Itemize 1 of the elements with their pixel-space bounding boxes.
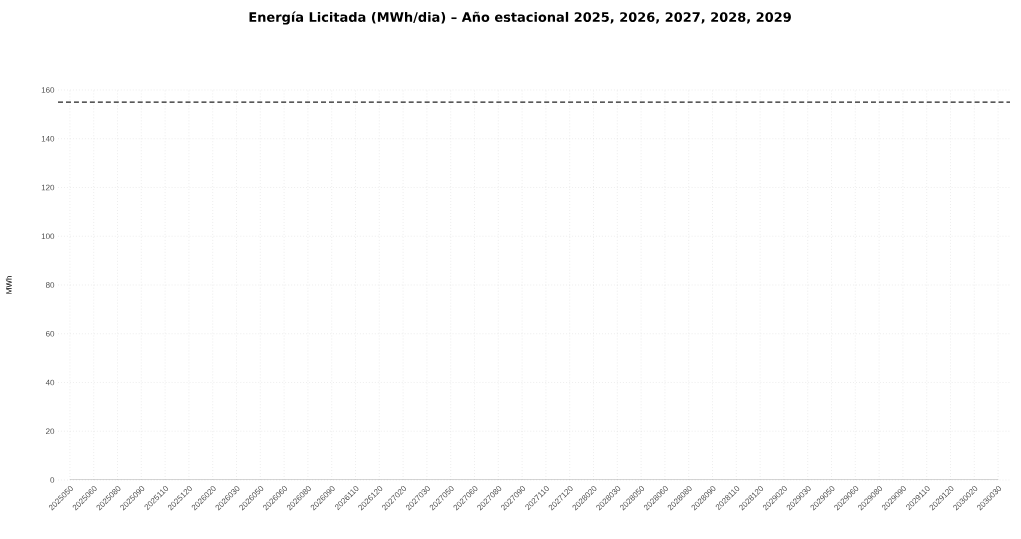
chart-title: Energía Licitada (MWh/dia) – Año estacional 2025, 2026, 2027, 2028, 2029 <box>249 11 791 25</box>
